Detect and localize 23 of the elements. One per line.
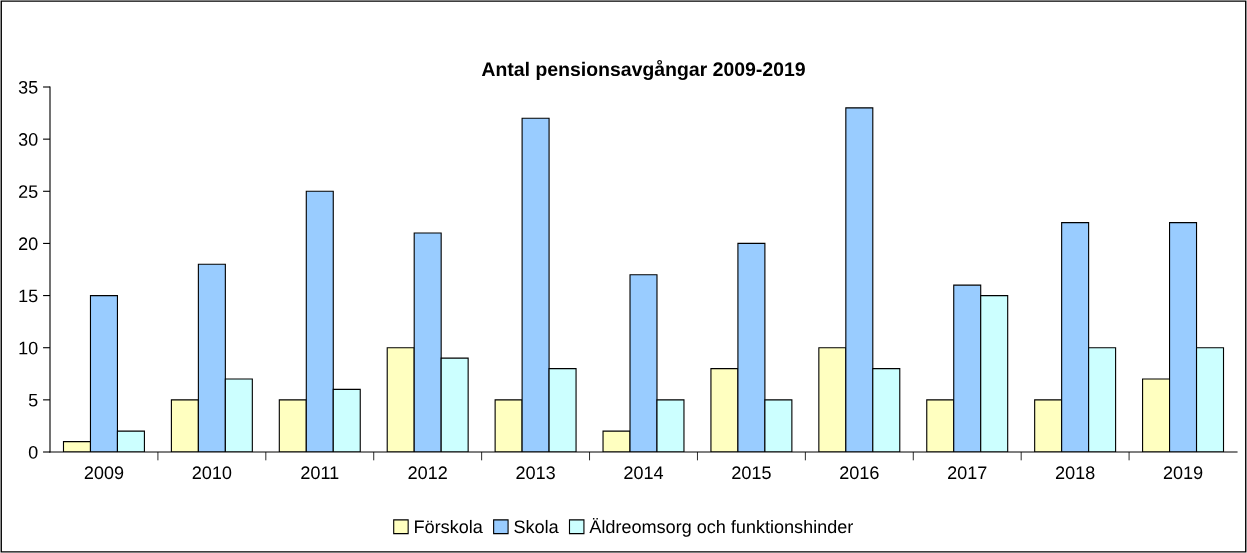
chart-title: Antal pensionsavgångar 2009-2019 <box>481 59 805 81</box>
y-tick-label: 30 <box>18 133 38 146</box>
y-tick-label: 0 <box>28 445 38 459</box>
x-tick-label: 2015 <box>732 466 771 480</box>
y-tick-label: 20 <box>19 237 38 251</box>
x-tick-label: 2010 <box>192 466 232 480</box>
legend-label: Skola <box>514 519 559 534</box>
y-tick-label: 25 <box>19 185 38 199</box>
y-tick-label: 35 <box>18 80 38 94</box>
legend-label: Förskola <box>415 519 483 534</box>
x-tick-label: 2016 <box>840 466 879 480</box>
x-tick-label: 2014 <box>624 466 664 480</box>
x-tick-label: 2013 <box>516 466 555 480</box>
x-tick-label: 2018 <box>1055 466 1095 480</box>
x-tick-label: 2012 <box>408 466 447 480</box>
y-tick-label: 5 <box>28 393 38 407</box>
y-tick-label: 10 <box>19 341 38 355</box>
y-tick-label: 15 <box>19 289 38 303</box>
x-tick-label: 2009 <box>84 466 124 480</box>
x-tick-label: 2017 <box>948 466 987 480</box>
legend-label: Äldreomsorg och funktionshinder <box>589 517 854 537</box>
x-tick-label: 2011 <box>301 466 339 480</box>
x-tick-label: 2019 <box>1163 466 1203 480</box>
